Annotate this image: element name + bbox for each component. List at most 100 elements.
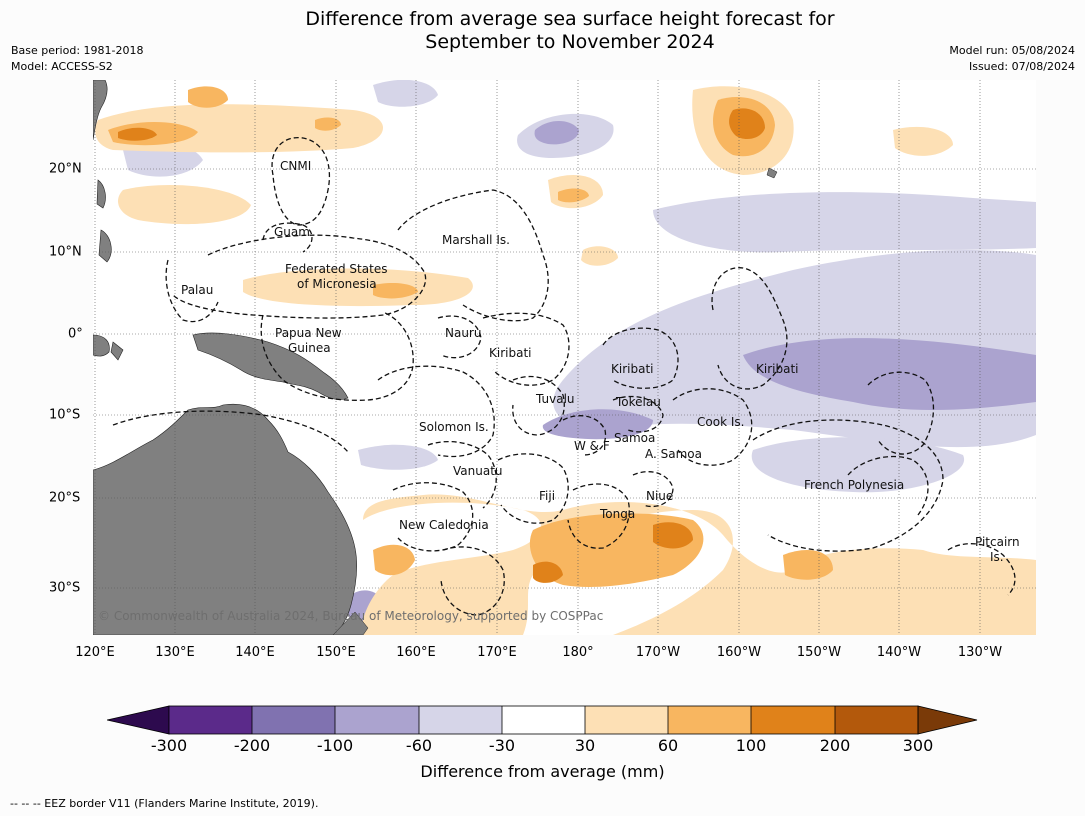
- french-polynesia-low: [751, 437, 965, 493]
- label-png-1: Papua New: [275, 326, 342, 340]
- colorbar-tick-neg30: -30: [488, 736, 516, 755]
- eez-fp-east: [867, 371, 935, 455]
- colorbar: [107, 705, 978, 735]
- west-high-1: [118, 185, 251, 225]
- north-high-peak: [118, 127, 157, 141]
- colorbar-tick-pos30: 30: [574, 736, 596, 755]
- eez-borders: [112, 137, 1016, 616]
- north-dot-3-core: [315, 117, 341, 131]
- lon-label-140e: 140°E: [235, 645, 275, 660]
- metadata-right: Model run: 05/08/2024 Issued: 07/08/2024: [949, 43, 1075, 75]
- eez-new-caledonia: [392, 482, 474, 552]
- colorbar-bin-pos60: [668, 706, 751, 734]
- sea-height-map: CNMI Guam Marshall Is. Federated States …: [93, 80, 1036, 635]
- label-kiribati-west: Kiribati: [489, 346, 531, 360]
- south-high-core-2: [533, 561, 563, 583]
- label-american-samoa: A. Samoa: [645, 447, 702, 461]
- chart-title: Difference from average sea surface heig…: [0, 8, 1085, 54]
- lon-label-120e: 120°E: [75, 645, 115, 660]
- colorbar-bin-pos30: [585, 706, 668, 734]
- eez-png: [260, 311, 414, 401]
- model-name: Model: ACCESS-S2: [11, 60, 113, 73]
- label-french-polynesia: French Polynesia: [804, 478, 904, 492]
- colorbar-tick-neg100: -100: [316, 736, 354, 755]
- lat-label-20n: 20°N: [49, 161, 82, 177]
- colorbar-tick-pos60: 60: [657, 736, 679, 755]
- eez-samoa-wf: [562, 415, 607, 456]
- model-run: Model run: 05/08/2024: [949, 44, 1075, 57]
- lon-label-160e: 160°E: [396, 645, 436, 660]
- colorbar-bin-pos200: [835, 706, 918, 734]
- eez-solomon: [377, 365, 495, 458]
- eez-guam: [262, 222, 313, 253]
- eez-nauru: [437, 315, 482, 359]
- label-kiribati-east: Kiribati: [756, 362, 798, 376]
- label-palau: Palau: [181, 283, 213, 297]
- lon-label-160w: 160°W: [716, 645, 762, 660]
- label-solomon: Solomon Is.: [419, 420, 489, 434]
- metadata-left: Base period: 1981-2018 Model: ACCESS-S2: [11, 43, 143, 75]
- south-high-core: [653, 522, 693, 549]
- lat-label-10n: 10°N: [49, 244, 82, 260]
- lon-label-150w: 150°W: [796, 645, 842, 660]
- copyright-notice: © Commonwealth of Australia 2024, Bureau…: [98, 609, 603, 623]
- lon-label-170w: 170°W: [635, 645, 681, 660]
- pitcairn-high: [907, 580, 1036, 635]
- colorbar-tick-pos300: 300: [902, 736, 934, 755]
- eez-eastern-loop: [847, 455, 929, 516]
- lon-label-130e: 130°E: [155, 645, 195, 660]
- eez-tuvalu: [512, 375, 565, 436]
- eez-cook: [672, 388, 753, 466]
- lat-label-30s: 30°S: [49, 580, 81, 596]
- eez-kiribati-west: [482, 312, 570, 386]
- australia: [93, 403, 357, 635]
- eez-cnmi: [271, 137, 331, 226]
- new-guinea: [192, 332, 349, 400]
- colorbar-bin-pos100: [751, 706, 835, 734]
- northwest-low-2: [534, 121, 579, 145]
- colorbar-tick-pos100: 100: [735, 736, 767, 755]
- colorbar-tick-neg300: -300: [150, 736, 188, 755]
- east-south-high: [783, 550, 833, 580]
- eez-vanuatu: [427, 440, 497, 509]
- central-north-high-core: [558, 188, 589, 203]
- colorbar-bin-neg300: [169, 706, 252, 734]
- colorbar-label: Difference from average (mm): [420, 762, 665, 781]
- label-niue: Niue: [646, 489, 673, 503]
- eez-french-polynesia: [752, 419, 944, 552]
- lon-label-150e: 150°E: [316, 645, 356, 660]
- coral-low: [358, 444, 438, 470]
- micronesia-high-core: [373, 282, 418, 299]
- eez-kermadec: [440, 546, 505, 616]
- label-fsm-2: of Micronesia: [297, 277, 377, 291]
- label-tuvalu: Tuvalu: [535, 392, 575, 406]
- eez-marshall: [397, 189, 549, 322]
- top-low-1: [373, 80, 438, 107]
- eez-pitcairn: [947, 543, 1016, 596]
- negative-anomaly-zones: [123, 80, 1036, 624]
- title-line-1: Difference from average sea surface heig…: [305, 8, 835, 30]
- map-svg: CNMI Guam Marshall Is. Federated States …: [93, 80, 1036, 635]
- colorbar-extend-high: [917, 705, 978, 735]
- colorbar-extend-low: [107, 705, 170, 735]
- eez-kiribati-central: [602, 327, 679, 389]
- north-dot-2: [893, 126, 953, 156]
- colorbar-bin-neutral: [502, 706, 585, 734]
- eez-footnote: -- -- -- EEZ border V11 (Flanders Marine…: [10, 797, 319, 810]
- eez-fsm: [172, 234, 427, 319]
- label-pitcairn-1: Pitcairn: [975, 535, 1020, 549]
- label-new-caledonia: New Caledonia: [399, 518, 489, 532]
- colorbar-tick-neg60: -60: [405, 736, 433, 755]
- issued-date: Issued: 07/08/2024: [968, 60, 1075, 73]
- new-zealand-north: [332, 611, 369, 635]
- label-kiribati-central: Kiribati: [611, 362, 653, 376]
- label-fiji: Fiji: [539, 489, 555, 503]
- positive-anomaly-zones: [95, 86, 1036, 635]
- colorbar-bin-neg60: [419, 706, 502, 734]
- micronesia-high: [243, 268, 473, 307]
- lat-label-20s: 20°S: [49, 490, 81, 506]
- colorbar-tick-neg200: -200: [233, 736, 271, 755]
- eez-fiji: [497, 453, 569, 524]
- lon-label-130w: 130°W: [957, 645, 1003, 660]
- north-low-band: [653, 192, 1036, 253]
